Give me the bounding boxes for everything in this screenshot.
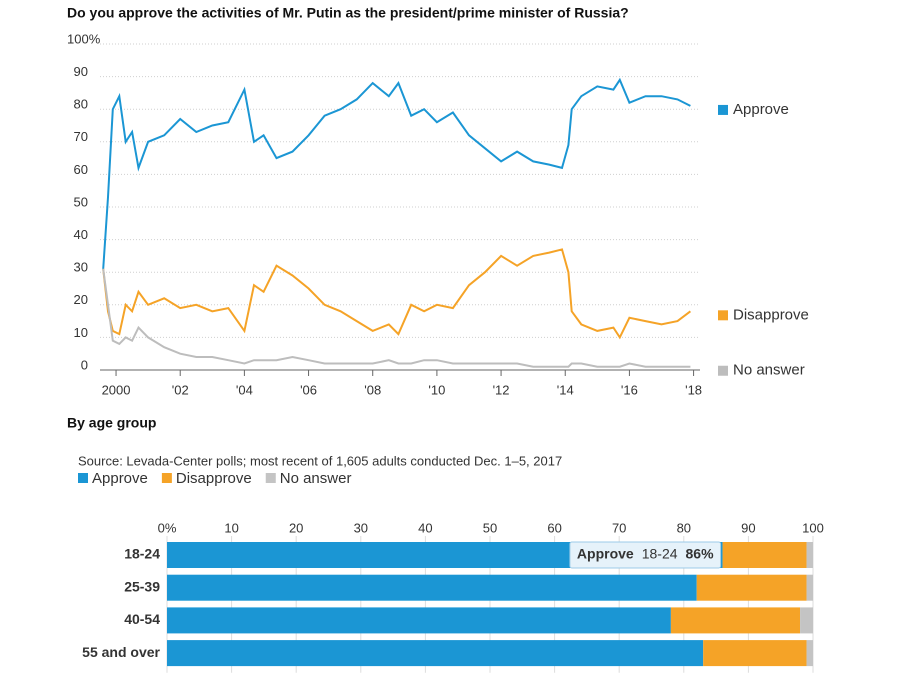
y-tick-label: 60	[74, 162, 88, 177]
x-tick-label: 80	[677, 520, 691, 535]
x-tick-label: 30	[354, 520, 368, 535]
category-label: 40-54	[124, 611, 160, 627]
bar-segment	[800, 607, 813, 634]
bar-segment	[670, 607, 801, 634]
bar-segment	[806, 542, 813, 568]
x-tick-label: 20	[289, 520, 303, 535]
tooltip-value: 86%	[686, 546, 715, 562]
chart-title: By age group	[67, 415, 156, 431]
tooltip-series: Approve	[577, 546, 634, 562]
y-tick-label: 20	[74, 292, 88, 307]
data-line	[102, 77, 691, 269]
data-line	[102, 248, 692, 340]
category-label: 18-24	[124, 546, 160, 562]
y-tick-label: 0	[81, 357, 88, 372]
legend-label: Disapprove	[733, 306, 809, 323]
x-tick-label: '18	[685, 382, 702, 397]
legend-label: Approve	[92, 470, 148, 487]
y-tick-label: 70	[74, 129, 88, 144]
legend-swatch	[718, 310, 728, 321]
x-tick-label: 90	[741, 520, 755, 535]
bar-segment	[167, 607, 671, 634]
bar-segment	[806, 574, 813, 601]
x-tick-label: 40	[418, 520, 432, 535]
tooltip-category: 18-24	[642, 546, 678, 562]
x-tick-label: 2000	[102, 382, 131, 397]
y-tick-label: 50	[74, 194, 88, 209]
category-label: 55 and over	[82, 644, 160, 660]
x-tick-label: '14	[557, 382, 574, 397]
y-tick-label: 40	[74, 227, 88, 242]
y-tick-label: 10	[74, 325, 88, 340]
x-tick-label: 60	[547, 520, 561, 535]
x-tick-label: '02	[172, 382, 189, 397]
x-tick-label: '06	[300, 382, 317, 397]
x-tick-label: '08	[364, 382, 381, 397]
x-tick-label: '16	[621, 382, 638, 397]
legend-label: No answer	[733, 362, 805, 379]
x-tick-label: 0%	[158, 520, 177, 535]
x-tick-label: '10	[428, 382, 445, 397]
legend-label: No answer	[280, 470, 352, 487]
legend-swatch	[265, 473, 276, 483]
legend-label: Approve	[733, 101, 789, 118]
tooltip-box	[569, 541, 722, 569]
legend-label: Disapprove	[176, 470, 252, 487]
legend-swatch	[78, 473, 88, 483]
bar-segment	[696, 574, 807, 601]
bar-segment	[167, 574, 697, 601]
bar-segment	[703, 640, 807, 667]
legend-swatch	[718, 104, 728, 115]
x-tick-label: 50	[483, 520, 497, 535]
y-tick-label: 30	[74, 260, 88, 275]
y-tick-label: 90	[74, 64, 88, 79]
bar-segment	[167, 640, 704, 667]
y-tick-label: 80	[74, 97, 88, 112]
source-note: Source: Levada-Center polls; most recent…	[78, 453, 562, 468]
bar-segment	[806, 640, 813, 667]
tooltip: Approve 18-24 86%	[569, 541, 722, 569]
x-tick-label: 100	[802, 520, 824, 535]
data-line	[102, 268, 691, 368]
category-label: 25-39	[124, 578, 160, 594]
legend-swatch	[161, 473, 172, 483]
x-tick-label: 10	[224, 520, 238, 535]
y-tick-label: 100%	[67, 31, 101, 46]
x-tick-label: '12	[493, 382, 510, 397]
x-tick-label: '04	[236, 382, 253, 397]
chart-title: Do you approve the activities of Mr. Put…	[67, 5, 629, 21]
legend-swatch	[718, 365, 728, 376]
bar-segment	[722, 542, 807, 568]
x-tick-label: 70	[612, 520, 626, 535]
